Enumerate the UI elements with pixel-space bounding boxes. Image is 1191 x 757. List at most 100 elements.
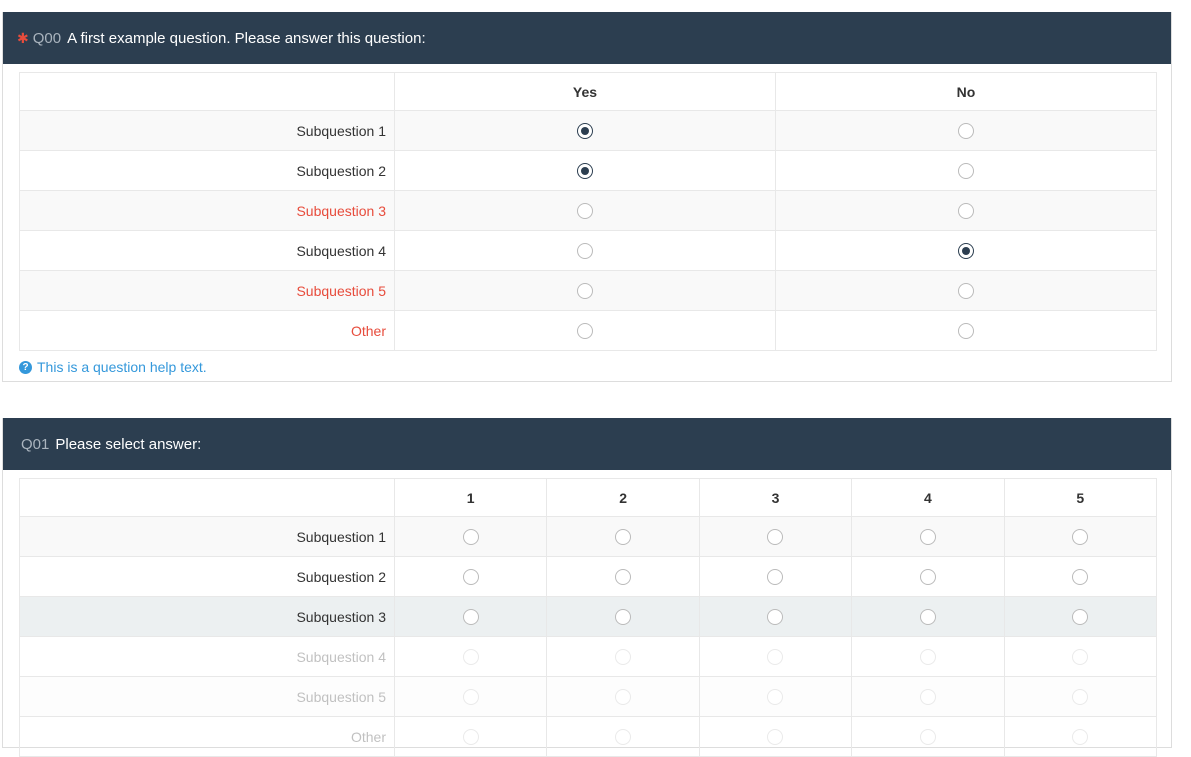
radio-button[interactable] — [615, 649, 632, 666]
answer-cell[interactable] — [1003, 636, 1158, 677]
radio-button[interactable] — [462, 689, 479, 706]
radio-button[interactable] — [577, 243, 593, 260]
radio-button[interactable] — [615, 569, 632, 586]
answer-cell[interactable] — [393, 716, 548, 757]
answer-cell[interactable] — [394, 190, 776, 231]
radio-button[interactable] — [1072, 649, 1089, 666]
radio-button[interactable] — [462, 649, 479, 666]
table-row: Other — [19, 310, 1157, 351]
answer-cell[interactable] — [1003, 716, 1158, 757]
answer-cell[interactable] — [698, 676, 853, 717]
answer-cell[interactable] — [775, 310, 1157, 351]
answer-cell[interactable] — [775, 270, 1157, 311]
radio-button[interactable] — [615, 529, 632, 546]
answer-cell[interactable] — [698, 596, 853, 637]
empty-header — [19, 72, 395, 111]
radio-button[interactable] — [577, 323, 593, 340]
radio-button[interactable] — [919, 529, 936, 546]
answer-cell[interactable] — [775, 230, 1157, 271]
answer-cell[interactable] — [393, 556, 548, 597]
answer-cell[interactable] — [698, 636, 853, 677]
radio-button[interactable] — [462, 729, 479, 746]
radio-button[interactable] — [958, 203, 974, 220]
answer-cell[interactable] — [698, 716, 853, 757]
radio-button[interactable] — [1072, 689, 1089, 706]
answer-cell[interactable] — [851, 676, 1005, 717]
radio-button[interactable] — [767, 529, 784, 546]
empty-header — [19, 478, 395, 517]
row-label: Subquestion 3 — [19, 190, 395, 231]
radio-button[interactable] — [958, 163, 974, 180]
answer-cell[interactable] — [393, 636, 548, 677]
table-row: Subquestion 1 — [19, 110, 1157, 151]
answer-cell[interactable] — [394, 270, 776, 311]
answer-cell[interactable] — [394, 150, 776, 191]
radio-button[interactable] — [767, 649, 784, 666]
row-label: Subquestion 3 — [19, 596, 395, 637]
radio-button[interactable] — [919, 689, 936, 706]
radio-button[interactable] — [919, 649, 936, 666]
radio-button[interactable] — [1072, 609, 1089, 626]
row-label: Subquestion 5 — [19, 676, 395, 717]
answer-cell[interactable] — [393, 516, 548, 557]
column-header: No — [775, 72, 1157, 111]
answer-cell[interactable] — [1003, 516, 1158, 557]
radio-button[interactable] — [919, 729, 936, 746]
radio-button[interactable] — [1072, 569, 1089, 586]
radio-button[interactable] — [958, 123, 974, 140]
radio-button[interactable] — [1072, 729, 1089, 746]
column-header: 5 — [1003, 478, 1158, 517]
radio-button[interactable] — [1072, 529, 1089, 546]
table-row: Subquestion 2 — [19, 150, 1157, 191]
radio-button[interactable] — [767, 729, 784, 746]
radio-button[interactable] — [615, 729, 632, 746]
answer-cell[interactable] — [394, 110, 776, 151]
radio-button[interactable] — [767, 609, 784, 626]
radio-button[interactable] — [615, 609, 632, 626]
answer-cell[interactable] — [546, 556, 700, 597]
column-header: 2 — [546, 478, 700, 517]
answer-cell[interactable] — [546, 596, 700, 637]
radio-button[interactable] — [767, 689, 784, 706]
radio-button[interactable] — [919, 569, 936, 586]
row-label: Subquestion 4 — [19, 636, 395, 677]
answer-cell[interactable] — [775, 110, 1157, 151]
answer-cell[interactable] — [394, 230, 776, 271]
answer-cell[interactable] — [393, 676, 548, 717]
answer-cell[interactable] — [775, 190, 1157, 231]
answer-cell[interactable] — [698, 556, 853, 597]
radio-button[interactable] — [462, 609, 479, 626]
answer-cell[interactable] — [851, 516, 1005, 557]
answer-cell[interactable] — [851, 716, 1005, 757]
answer-cell[interactable] — [851, 636, 1005, 677]
row-label: Subquestion 1 — [19, 110, 395, 151]
answer-cell[interactable] — [394, 310, 776, 351]
answer-cell[interactable] — [546, 516, 700, 557]
radio-button[interactable] — [958, 243, 974, 260]
answer-cell[interactable] — [393, 596, 548, 637]
answer-cell[interactable] — [1003, 676, 1158, 717]
radio-button[interactable] — [577, 283, 593, 300]
answer-cell[interactable] — [1003, 596, 1158, 637]
answer-cell[interactable] — [546, 636, 700, 677]
radio-button[interactable] — [577, 203, 593, 220]
answer-cell[interactable] — [698, 516, 853, 557]
answer-cell[interactable] — [546, 676, 700, 717]
radio-button[interactable] — [462, 529, 479, 546]
answer-cell[interactable] — [1003, 556, 1158, 597]
answer-cell[interactable] — [775, 150, 1157, 191]
column-header: 1 — [393, 478, 548, 517]
radio-button[interactable] — [919, 609, 936, 626]
radio-button[interactable] — [615, 689, 632, 706]
answer-cell[interactable] — [851, 556, 1005, 597]
radio-button[interactable] — [577, 163, 593, 180]
radio-button[interactable] — [767, 569, 784, 586]
row-label: Subquestion 2 — [19, 556, 395, 597]
radio-button[interactable] — [958, 323, 974, 340]
question-header: Q01 Please select answer: — [3, 418, 1171, 470]
radio-button[interactable] — [462, 569, 479, 586]
radio-button[interactable] — [958, 283, 974, 300]
radio-button[interactable] — [577, 123, 593, 140]
answer-cell[interactable] — [851, 596, 1005, 637]
answer-cell[interactable] — [546, 716, 700, 757]
